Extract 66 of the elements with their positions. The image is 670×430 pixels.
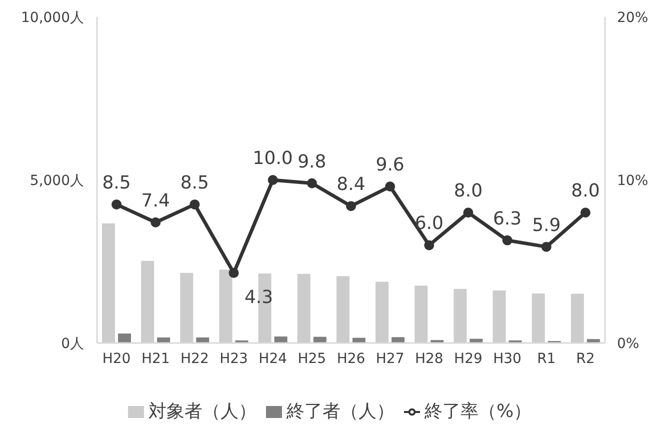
bar xyxy=(492,290,506,343)
data-label: 8.0 xyxy=(571,180,600,202)
x-tick-label: H24 xyxy=(258,350,288,367)
x-tick-label: H29 xyxy=(454,350,482,367)
x-tick-label: H28 xyxy=(414,350,444,367)
bar xyxy=(274,336,288,343)
point xyxy=(306,178,317,188)
bar xyxy=(376,282,389,343)
bar xyxy=(454,288,467,343)
point xyxy=(346,201,356,212)
data-label: 10.0 xyxy=(252,148,293,169)
x-tick-label: R1 xyxy=(537,350,556,367)
bar xyxy=(219,270,232,343)
y2-tick-label: 20% xyxy=(617,10,648,26)
bar xyxy=(570,294,584,343)
point xyxy=(541,242,552,252)
point xyxy=(268,175,278,185)
point xyxy=(112,199,122,210)
data-label: 6.0 xyxy=(414,213,444,234)
bar xyxy=(392,337,405,343)
bar xyxy=(586,339,600,343)
bar xyxy=(118,334,131,343)
data-label: 6.3 xyxy=(492,208,522,230)
x-tick-label: H26 xyxy=(336,350,366,367)
point xyxy=(580,208,590,218)
data-label: 8.5 xyxy=(102,172,131,194)
bar xyxy=(141,260,154,343)
bar xyxy=(196,337,210,343)
x-tick-label: H20 xyxy=(102,350,131,367)
data-label: 8.5 xyxy=(180,172,210,194)
y2-tick-label: 0% xyxy=(617,336,640,352)
y-tick-label: 10,000人 xyxy=(21,10,84,26)
point xyxy=(150,217,161,228)
bar xyxy=(180,272,194,343)
point xyxy=(502,235,512,246)
legend-label: 終了率（%） xyxy=(424,401,532,422)
bar xyxy=(297,274,310,343)
point xyxy=(190,199,200,210)
data-label: 9.6 xyxy=(376,154,404,176)
x-tick-label: H23 xyxy=(220,350,248,367)
point xyxy=(385,182,396,192)
bar xyxy=(414,286,428,343)
legend-label: 対象者（人） xyxy=(148,401,256,422)
x-tick-label: H25 xyxy=(298,350,326,367)
y-tick-label: 5,000人 xyxy=(30,172,84,189)
point xyxy=(424,240,434,250)
point xyxy=(228,268,239,278)
x-tick-label: H27 xyxy=(376,350,404,367)
data-label: 4.3 xyxy=(244,286,274,308)
data-label: 5.9 xyxy=(532,214,561,236)
bar xyxy=(157,337,170,343)
x-tick-label: H21 xyxy=(141,350,170,367)
data-label: 9.8 xyxy=(298,151,326,172)
legend-label: 終了者（人） xyxy=(286,401,394,422)
point xyxy=(463,208,474,218)
y-tick-label: 0人 xyxy=(61,336,84,352)
data-label: 8.4 xyxy=(336,174,366,196)
data-label: 7.4 xyxy=(141,190,170,212)
bar xyxy=(336,276,350,343)
x-tick-label: R2 xyxy=(576,350,595,367)
y2-tick-label: 10% xyxy=(617,172,648,189)
data-label: 8.0 xyxy=(454,180,483,202)
bar xyxy=(102,223,115,343)
bar xyxy=(532,293,545,343)
x-tick-label: H22 xyxy=(180,350,209,367)
x-tick-label: H30 xyxy=(493,350,522,367)
